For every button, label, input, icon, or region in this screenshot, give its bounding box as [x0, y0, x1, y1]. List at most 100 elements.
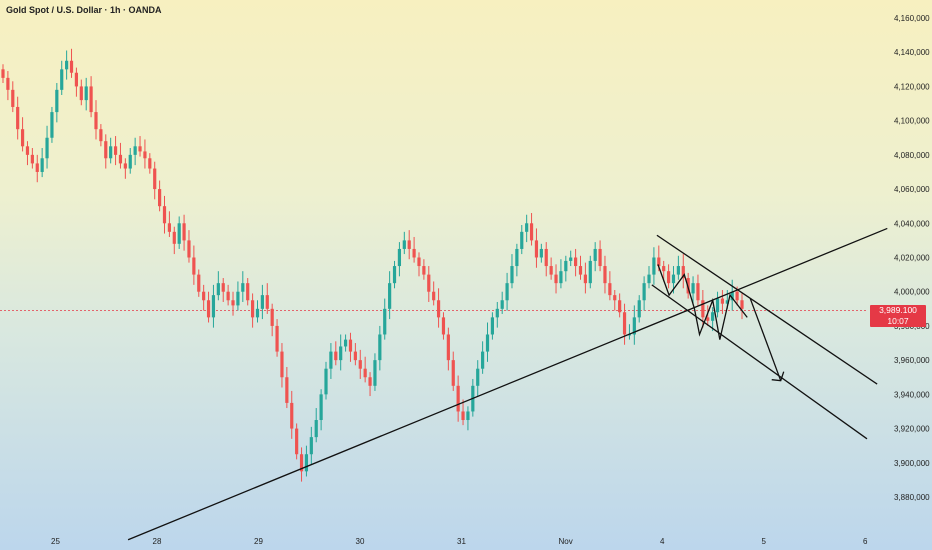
candle-body — [20, 129, 25, 147]
x-tick-label: 6 — [863, 537, 868, 546]
candle-body — [593, 248, 597, 261]
candle-body — [725, 300, 729, 304]
y-tick-label: 3,900,000 — [894, 459, 930, 468]
candle-body — [211, 295, 216, 318]
candle-body — [11, 89, 15, 107]
x-tick-label: 4 — [660, 537, 665, 546]
candle-body — [206, 300, 211, 318]
candle-body — [99, 129, 103, 142]
current-price-value: 3,989.100 — [879, 305, 917, 315]
candle-body — [16, 106, 20, 130]
candle-body — [505, 283, 509, 301]
candle-body — [701, 300, 705, 318]
y-tick-label: 4,060,000 — [894, 185, 930, 194]
x-tick-label: 31 — [457, 537, 466, 546]
candle-body — [481, 351, 485, 369]
candle-body — [329, 351, 333, 369]
candle-body — [314, 420, 318, 438]
candle-body — [84, 86, 88, 101]
candle-body — [383, 308, 387, 335]
candle-body — [696, 283, 700, 301]
candle-body — [510, 266, 514, 284]
candle-body — [221, 283, 225, 292]
candle-body — [432, 291, 436, 301]
candle-body — [608, 283, 612, 296]
x-tick-label: Nov — [559, 537, 573, 546]
candle-body — [402, 240, 406, 249]
candle-body — [65, 60, 69, 70]
candle-body — [720, 298, 725, 304]
y-tick-label: 4,080,000 — [894, 151, 930, 160]
candle-body — [69, 60, 74, 73]
candle-body — [339, 346, 343, 361]
candle-body — [706, 317, 710, 321]
candle-body — [740, 300, 744, 309]
candle-body — [715, 298, 720, 313]
candle-body — [554, 274, 558, 284]
candle-body — [226, 291, 230, 301]
candle-body — [123, 163, 127, 169]
candle-body — [304, 454, 309, 472]
candle-body — [319, 394, 323, 421]
candle-body — [35, 163, 39, 172]
candle-body — [676, 266, 680, 275]
candle-body — [45, 137, 49, 159]
candle-body — [603, 266, 607, 284]
candle-body — [89, 86, 93, 113]
candle-body — [118, 154, 123, 164]
candle-body — [627, 334, 632, 336]
candle-body — [74, 72, 79, 87]
candle-body — [177, 223, 181, 244]
candle-body — [520, 231, 524, 249]
y-tick-label: 4,120,000 — [894, 82, 930, 91]
candle-body — [50, 112, 54, 138]
y-tick-label: 3,960,000 — [894, 356, 930, 365]
candle-body — [1, 69, 5, 78]
candle-body — [295, 428, 299, 455]
candle-body — [427, 274, 431, 292]
candle-body — [368, 377, 372, 386]
candle-body — [412, 248, 416, 258]
candle-body — [231, 300, 235, 306]
candle-body — [280, 351, 284, 378]
candle-body — [343, 339, 348, 347]
candle-body — [564, 260, 568, 272]
y-tick-label: 4,000,000 — [894, 288, 930, 297]
candle-body — [407, 240, 411, 249]
candle-body — [529, 223, 534, 241]
candle-body — [324, 368, 328, 395]
candle-body — [711, 312, 715, 321]
candle-body — [691, 283, 695, 294]
candle-body — [133, 146, 137, 155]
candle-body — [246, 283, 250, 301]
candle-body — [109, 146, 113, 159]
candle-body — [549, 266, 553, 275]
candle-body — [363, 368, 367, 378]
candle-body — [143, 151, 147, 159]
candle-body — [598, 248, 602, 267]
candle-body — [544, 248, 548, 267]
candle-body — [559, 271, 563, 284]
candle-body — [216, 283, 220, 296]
candle-body — [388, 283, 392, 309]
candle-body — [735, 291, 739, 301]
candle-body — [632, 317, 636, 335]
y-tick-label: 4,020,000 — [894, 254, 930, 263]
candle-body — [148, 158, 152, 169]
candle-body — [574, 257, 578, 267]
candle-body — [172, 231, 176, 244]
x-tick-label: 30 — [356, 537, 365, 546]
candle-body — [730, 291, 734, 301]
candle-body — [182, 223, 186, 241]
trendline — [656, 234, 878, 385]
trendline — [127, 227, 888, 541]
candle-body — [202, 291, 206, 301]
candle-body — [250, 300, 255, 318]
candle-body — [275, 325, 279, 352]
arrow-head-icon — [771, 371, 785, 382]
candle-body — [681, 266, 685, 279]
candle-body — [525, 223, 529, 232]
y-tick-label: 4,100,000 — [894, 117, 930, 126]
